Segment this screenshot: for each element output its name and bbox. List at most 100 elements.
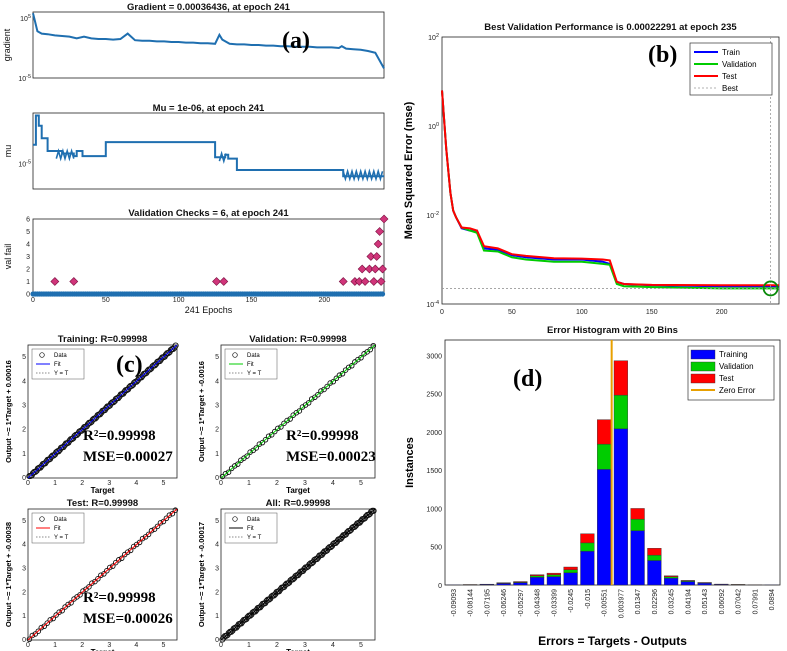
reg-xtick-label: 2 [275, 480, 279, 487]
reg-axes-box [27, 344, 178, 479]
reg-data-point [98, 572, 104, 578]
reg-data-point [284, 417, 290, 424]
hist-bar-test [664, 575, 679, 577]
reg-data-point [339, 371, 346, 377]
hist-bar-validation [580, 542, 595, 552]
hist-bar-training [680, 581, 695, 586]
panel-tag-b: (b) [648, 42, 677, 68]
hist-legend-label: Test [719, 374, 734, 383]
reg-data-point [163, 515, 170, 521]
reg-data-point [367, 346, 373, 353]
hist-bar-validation [613, 394, 628, 430]
hist-bar-training [530, 577, 545, 586]
valcheck-ytick-label: 3 [26, 254, 30, 261]
reg-data-point [219, 473, 226, 480]
reg-data-point [172, 342, 179, 349]
perf-legend-label: Test [722, 72, 737, 81]
valcheck-ytick-label: 6 [26, 217, 30, 224]
hist-bar-test [513, 581, 528, 583]
mu-ytick-label: 10-5 [18, 160, 31, 169]
mu-line [33, 114, 384, 178]
reg-data-point [259, 439, 266, 446]
hist-ytick-label: 2500 [426, 392, 442, 399]
reg-legend-label: Y = T [247, 371, 262, 377]
reg-xtick-label: 5 [359, 642, 363, 649]
reg-ytick-label: 2 [215, 589, 219, 596]
perf-legend-label: Validation [722, 60, 757, 69]
hist-xtick-label: 0.003977 [618, 589, 625, 618]
reg-data-point [47, 617, 53, 623]
panel-tag-d: (d) [513, 366, 542, 392]
hist-bar-test [563, 566, 578, 570]
valcheck-ytick-label: 4 [26, 242, 30, 249]
reg-data-point [65, 601, 71, 608]
hist-ytick-label: 3000 [426, 353, 442, 360]
perf-ytick-label: 102 [428, 33, 439, 42]
reg-r2-annotation: R²=0.99998 [83, 590, 156, 606]
perf-xtick-label: 100 [576, 309, 588, 316]
panel-tag-a: (a) [282, 28, 310, 54]
reg-legend-label: Data [54, 517, 67, 523]
reg-data-point [116, 557, 122, 563]
mu-ylabel: mu [3, 145, 13, 158]
reg-data-point [92, 578, 98, 585]
reg-data-point [80, 588, 86, 594]
mu-axes-box [32, 112, 385, 190]
reg-fit-line [27, 344, 178, 479]
hist-xtick-label: 0.03245 [669, 589, 676, 614]
reg-data-point [77, 592, 83, 598]
hist-bar-test [530, 574, 545, 577]
hist-ytick-label: 0 [438, 583, 442, 590]
valcheck-diamond-marker [369, 277, 379, 286]
perf-ylabel: Mean Squared Error (mse) [403, 101, 415, 239]
hist-xtick-label: 0.07042 [736, 589, 743, 614]
perf-series-test [441, 90, 779, 287]
reg-data-point [222, 470, 229, 477]
reg-ytick-label: 1 [215, 451, 219, 458]
reg-title: All: R=0.99998 [266, 498, 331, 509]
reg-fit-line [27, 508, 178, 641]
reg-xtick-label: 0 [219, 480, 223, 487]
mu-oscillation [218, 150, 227, 164]
gradient-axes-box [32, 11, 385, 79]
reg-xtick-label: 1 [247, 642, 251, 649]
reg-data-point [262, 437, 269, 443]
hist-bar-validation [563, 569, 578, 573]
reg-data-point [145, 531, 152, 538]
valcheck-diamond-marker [69, 277, 79, 286]
gradient-ytick-label: 10-5 [18, 74, 31, 83]
gradient-ylabel: gradient [2, 28, 12, 61]
reg-data-point [342, 367, 349, 373]
hist-bar-test [580, 533, 595, 544]
reg-legend-data-swatch [39, 516, 45, 522]
reg-ytick-label: 3 [215, 566, 219, 573]
reg-xtick-label: 0 [26, 480, 30, 487]
reg-data-point [139, 535, 146, 542]
reg-data-point [321, 386, 327, 393]
valcheck-zero-marker [379, 291, 386, 297]
hist-bar-training [597, 469, 612, 586]
reg-data-point [44, 620, 50, 626]
reg-xtick-label: 4 [331, 480, 335, 487]
reg-data-point [68, 600, 74, 606]
reg-ytick-label: 4 [215, 542, 219, 549]
reg-legend-label: Fit [54, 526, 61, 532]
reg-legend-label: Data [247, 353, 260, 359]
reg-data-point [272, 428, 278, 435]
reg-axes-box [27, 508, 178, 641]
reg-xtick-label: 5 [162, 480, 166, 487]
reg-data-point [244, 453, 250, 459]
reg-legend-label: Y = T [54, 371, 69, 377]
hist-bar-validation [530, 575, 545, 578]
hist-bar-test [546, 572, 561, 575]
reg-legend-label: Fit [247, 526, 254, 532]
reg-data-point [333, 375, 340, 382]
valcheck-diamond-marker [50, 277, 60, 286]
reg-ytick-label: 0 [22, 637, 26, 644]
hist-ytick-label: 1000 [426, 506, 442, 513]
hist-xtick-label: -0.08144 [468, 589, 475, 617]
reg-data-point [330, 378, 337, 385]
hist-xtick-label: -0.03399 [551, 589, 558, 617]
reg-xtick-label: 2 [80, 642, 84, 649]
